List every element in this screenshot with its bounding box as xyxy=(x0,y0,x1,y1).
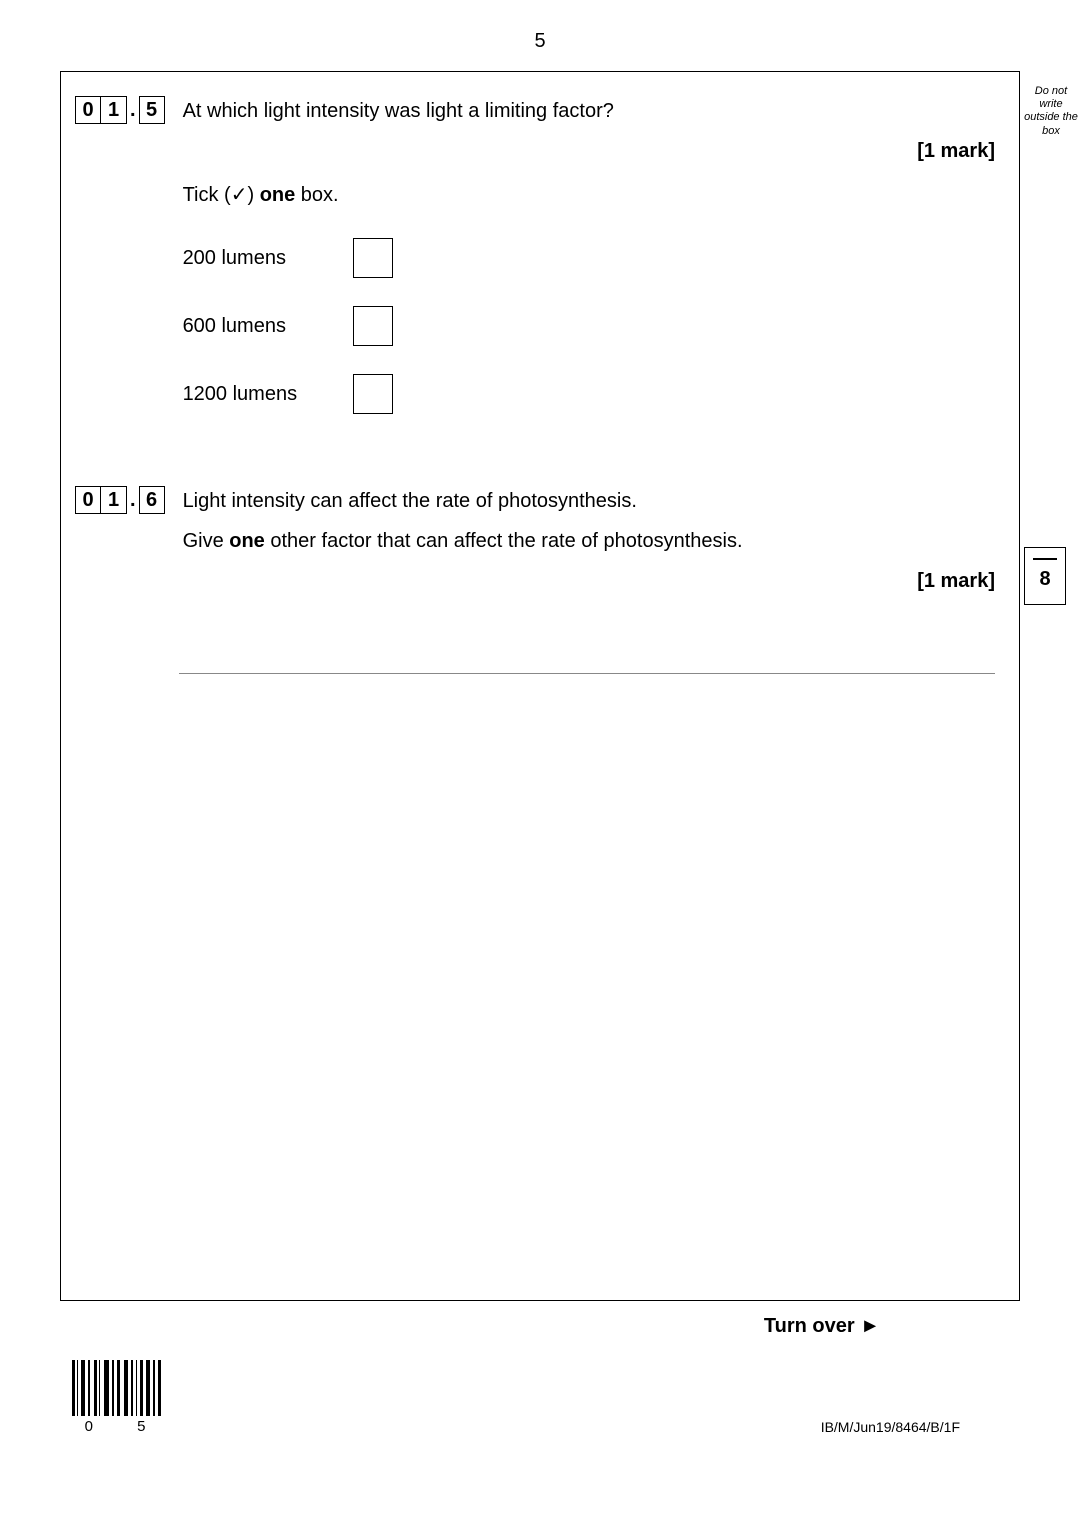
qnum-dot: . xyxy=(127,96,139,124)
q2-bold: one xyxy=(229,530,265,552)
marks: [1 mark] xyxy=(183,136,995,166)
question-01-5: 0 1 . 5 At which light intensity was lig… xyxy=(75,96,995,442)
qnum-cell: 5 xyxy=(139,96,165,124)
options: 200 lumens 600 lumens 1200 lumens xyxy=(183,238,995,414)
tick-prefix: Tick ( xyxy=(183,184,231,206)
score-box: 8 xyxy=(1024,547,1066,605)
barcode-digits: 0 5 xyxy=(70,1418,166,1435)
question-number: 0 1 . 5 xyxy=(75,96,165,124)
question-text: At which light intensity was light a lim… xyxy=(183,96,995,126)
option-label: 600 lumens xyxy=(183,311,353,341)
qnum-cell: 1 xyxy=(101,486,127,514)
tick-mid: ) xyxy=(247,184,259,206)
paper-reference: IB/M/Jun19/8464/B/1F xyxy=(821,1419,960,1435)
tick-suffix: box. xyxy=(295,184,338,206)
option-row: 1200 lumens xyxy=(183,374,995,414)
question-text-line1: Light intensity can affect the rate of p… xyxy=(183,486,995,516)
barcode-icon xyxy=(70,1360,166,1416)
question-number: 0 1 . 6 xyxy=(75,486,165,514)
tick-box[interactable] xyxy=(353,238,393,278)
option-row: 600 lumens xyxy=(183,306,995,346)
question-body: Light intensity can affect the rate of p… xyxy=(183,486,995,610)
qnum-cell: 0 xyxy=(75,486,101,514)
question-text-line2: Give one other factor that can affect th… xyxy=(183,526,995,556)
qnum-cell: 0 xyxy=(75,96,101,124)
tick-bold: one xyxy=(260,184,296,206)
page: 5 Do not write outside the box 0 1 . 5 A… xyxy=(0,0,1080,1465)
marks: [1 mark] xyxy=(183,566,995,596)
tick-box[interactable] xyxy=(353,374,393,414)
qnum-cell: 1 xyxy=(101,96,127,124)
footer: Turn over ► 0 5 IB/ xyxy=(60,1315,1020,1435)
score-total: 8 xyxy=(1025,568,1065,591)
qnum-dot: . xyxy=(127,486,139,514)
tick-instruction: Tick (✓) one box. xyxy=(183,180,995,210)
question-01-6: 0 1 . 6 Light intensity can affect the r… xyxy=(75,486,995,610)
content-frame: 0 1 . 5 At which light intensity was lig… xyxy=(60,71,1020,1301)
page-number: 5 xyxy=(60,30,1020,53)
option-row: 200 lumens xyxy=(183,238,995,278)
option-label: 1200 lumens xyxy=(183,379,353,409)
qnum-cell: 6 xyxy=(139,486,165,514)
answer-line[interactable] xyxy=(179,638,995,674)
q2-post: other factor that can affect the rate of… xyxy=(265,530,743,552)
q2-pre: Give xyxy=(183,530,230,552)
option-label: 200 lumens xyxy=(183,243,353,273)
barcode: 0 5 xyxy=(70,1360,166,1435)
question-body: At which light intensity was light a lim… xyxy=(183,96,995,442)
turn-over: Turn over ► xyxy=(60,1315,1020,1338)
margin-note: Do not write outside the box xyxy=(1022,85,1080,138)
tick-glyph: ✓ xyxy=(231,184,248,206)
tick-box[interactable] xyxy=(353,306,393,346)
score-bar xyxy=(1033,558,1057,560)
